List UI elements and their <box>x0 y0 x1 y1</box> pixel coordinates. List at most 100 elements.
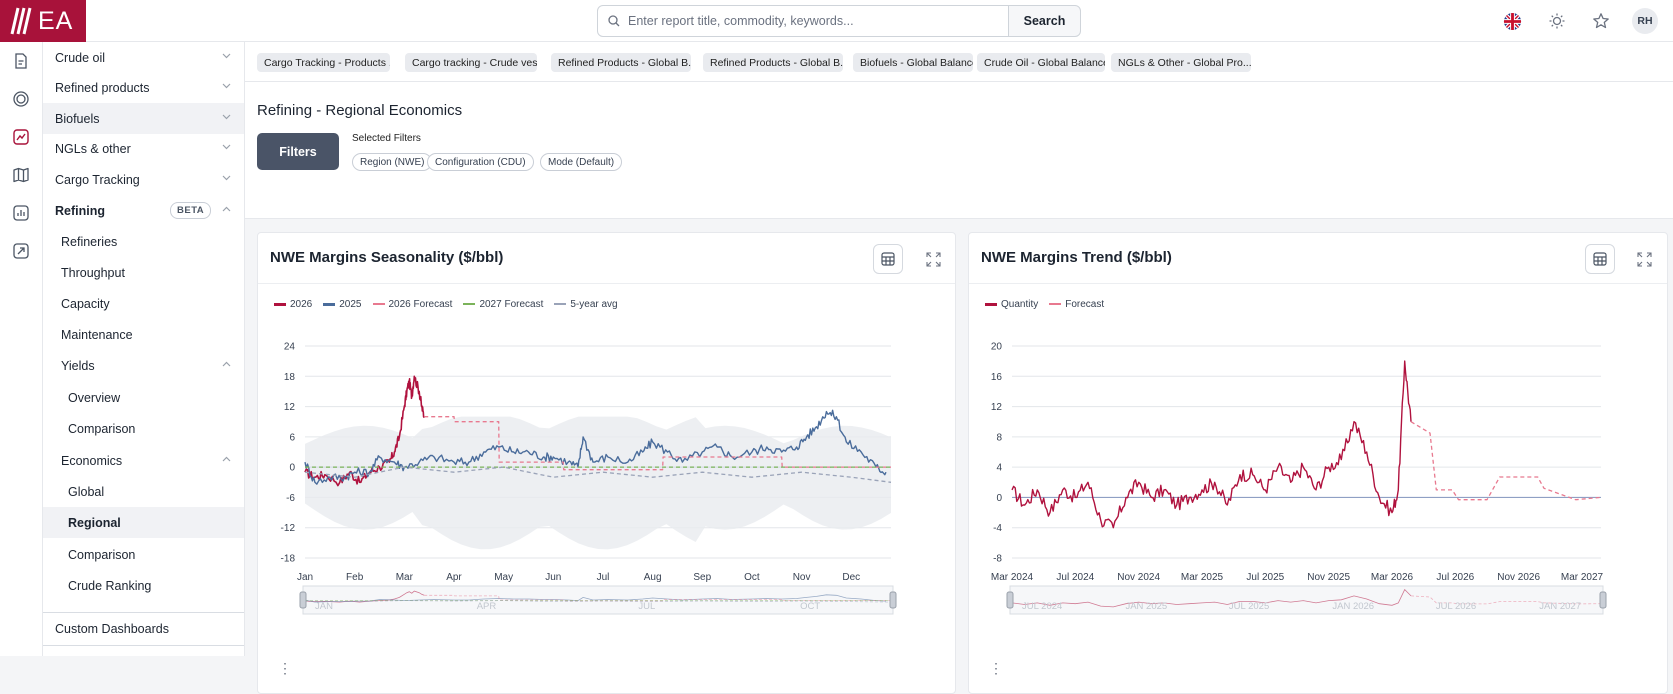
sidebar-item-biofuels[interactable]: Biofuels <box>43 103 244 134</box>
sun-icon[interactable] <box>1545 9 1569 33</box>
more-options-icon[interactable]: ⋮ <box>278 660 292 676</box>
legend-item[interactable]: Forecast <box>1049 299 1104 310</box>
avatar[interactable]: RH <box>1632 8 1658 34</box>
filter-chip-region[interactable]: Region (NWE) <box>352 153 433 171</box>
logo-mark-icon <box>10 7 32 35</box>
circle-icon[interactable] <box>10 88 32 110</box>
star-icon[interactable] <box>1589 9 1613 33</box>
app-logo[interactable]: EA <box>0 0 86 42</box>
x-tick-label: Mar <box>396 572 414 583</box>
sidebar-item-throughput[interactable]: Throughput <box>43 257 244 288</box>
legend-swatch <box>554 303 567 306</box>
tab-chip[interactable]: Cargo Tracking - Products ... <box>257 53 390 72</box>
navigator-label: JUL <box>638 601 655 612</box>
navigator-series <box>304 590 425 603</box>
analytics-icon[interactable] <box>10 126 32 148</box>
y-tick-label: -4 <box>993 523 1002 534</box>
legend-item[interactable]: 2026 Forecast <box>372 299 453 310</box>
table-view-button[interactable] <box>873 244 903 274</box>
tab-chip[interactable]: Refined Products - Global B... <box>551 53 691 72</box>
navigator-series <box>304 594 887 603</box>
map-icon[interactable] <box>10 164 32 186</box>
sidebar-item-economics-comparison[interactable]: Comparison <box>43 539 244 570</box>
sidebar-item-custom-dashboards[interactable]: Custom Dashboards <box>43 613 244 644</box>
legend-label: 2026 <box>290 299 313 310</box>
main-content: Cargo Tracking - Products ... Cargo trac… <box>245 42 1673 694</box>
chevron-down-icon <box>222 114 231 120</box>
sidebar-item-overview[interactable]: Overview <box>43 382 244 413</box>
tab-chip[interactable]: Biofuels - Global Balance <box>853 53 973 72</box>
series-line-5-year-avg <box>304 466 892 483</box>
legend-item[interactable]: 5-year avg <box>554 299 618 310</box>
legend-item[interactable]: 2026 <box>274 299 312 310</box>
x-tick-label: Jul 2025 <box>1246 572 1284 583</box>
series-line-2026-forecast <box>424 416 891 471</box>
chart-legend: 2026 2025 2026 Forecast 2027 Forecast 5-… <box>274 299 618 310</box>
table-view-button[interactable] <box>1585 244 1615 274</box>
sidebar-item-economics[interactable]: Economics <box>43 445 244 476</box>
legend-label: 2025 <box>339 299 362 310</box>
more-options-icon[interactable]: ⋮ <box>989 660 1003 676</box>
sidebar-item-refining[interactable]: Refining BETA <box>43 195 244 226</box>
search-field[interactable] <box>597 5 1009 37</box>
page-title: Refining - Regional Economics <box>257 102 463 119</box>
x-tick-label: Mar 2027 <box>1561 572 1604 583</box>
search-input[interactable] <box>628 14 988 28</box>
navigator <box>1009 585 1604 615</box>
trend-chart[interactable]: 20 16 12 8 4 0 -4 -8 Mar 2024 Jul 2024 Nov 2024 Mar… <box>969 318 1667 648</box>
sidebar-item-yields-comparison[interactable]: Comparison <box>43 413 244 444</box>
y-tick-label: 18 <box>284 372 296 383</box>
series-line-2026 <box>304 375 425 487</box>
legend-label: 2026 Forecast <box>388 299 453 310</box>
search-button[interactable]: Search <box>1008 5 1081 37</box>
x-tick-label: Nov 2025 <box>1307 572 1350 583</box>
y-tick-label: 20 <box>991 342 1003 353</box>
y-tick-label: 8 <box>996 432 1002 443</box>
legend-item[interactable]: 2027 Forecast <box>463 299 543 310</box>
sidebar-item-global[interactable]: Global <box>43 476 244 507</box>
tab-chip[interactable]: Crude Oil - Global Balance <box>977 53 1105 72</box>
x-tick-label: Nov <box>793 572 811 583</box>
sidebar-item-capacity[interactable]: Capacity <box>43 288 244 319</box>
legend-swatch <box>1049 303 1062 306</box>
filters-button[interactable]: Filters <box>257 133 339 170</box>
sidebar-item-cargo-tracking[interactable]: Cargo Tracking <box>43 164 244 195</box>
sidebar-item-refined-products[interactable]: Refined products <box>43 72 244 103</box>
sidebar-item-yields[interactable]: Yields <box>43 350 244 381</box>
sidebar-item-maintenance[interactable]: Maintenance <box>43 319 244 350</box>
tab-chip[interactable]: NGLs & Other - Global Pro... <box>1111 53 1251 72</box>
navigator-label: JUL 2024 <box>1022 601 1062 612</box>
sidebar-item-crude-ranking[interactable]: Crude Ranking <box>43 570 244 601</box>
search-icon <box>608 15 620 27</box>
uk-flag-icon[interactable] <box>1500 9 1524 33</box>
data-icon[interactable] <box>10 202 32 224</box>
y-tick-label: -6 <box>286 493 295 504</box>
legend-item[interactable]: 2025 <box>323 299 362 310</box>
navigator-handle-right <box>889 591 897 609</box>
navigator-label: APR <box>477 601 497 612</box>
expand-icon[interactable] <box>1635 250 1653 268</box>
series-line-forecast <box>1410 421 1602 501</box>
satellite-icon[interactable] <box>10 240 32 262</box>
sidebar-item-label: Comparison <box>68 421 136 436</box>
sidebar-item-label: Throughput <box>61 265 125 280</box>
tab-chip[interactable]: Refined Products - Global B... <box>703 53 843 72</box>
legend-label: 5-year avg <box>570 299 618 310</box>
document-icon[interactable] <box>10 50 32 72</box>
sidebar-item-refineries[interactable]: Refineries <box>43 226 244 257</box>
trend-chart-card: NWE Margins Trend ($/bbl) Quantity Forec… <box>968 232 1668 694</box>
x-tick-label: Jul 2026 <box>1436 572 1474 583</box>
navigator-label: JUL 2025 <box>1229 601 1269 612</box>
legend-swatch <box>463 303 476 306</box>
sidebar-item-label: Crude Ranking <box>68 578 152 593</box>
sidebar-item-regional[interactable]: Regional <box>43 507 244 538</box>
x-tick-label: Dec <box>842 572 860 583</box>
tab-chip[interactable]: Cargo tracking - Crude ves... <box>405 53 537 72</box>
expand-icon[interactable] <box>924 250 942 268</box>
sidebar-item-ngls-other[interactable]: NGLs & other <box>43 133 244 164</box>
filter-chip-configuration[interactable]: Configuration (CDU) <box>427 153 534 171</box>
legend-item[interactable]: Quantity <box>985 299 1038 310</box>
sidebar-item-crude-oil[interactable]: Crude oil <box>43 42 244 73</box>
filter-chip-mode[interactable]: Mode (Default) <box>540 153 623 171</box>
